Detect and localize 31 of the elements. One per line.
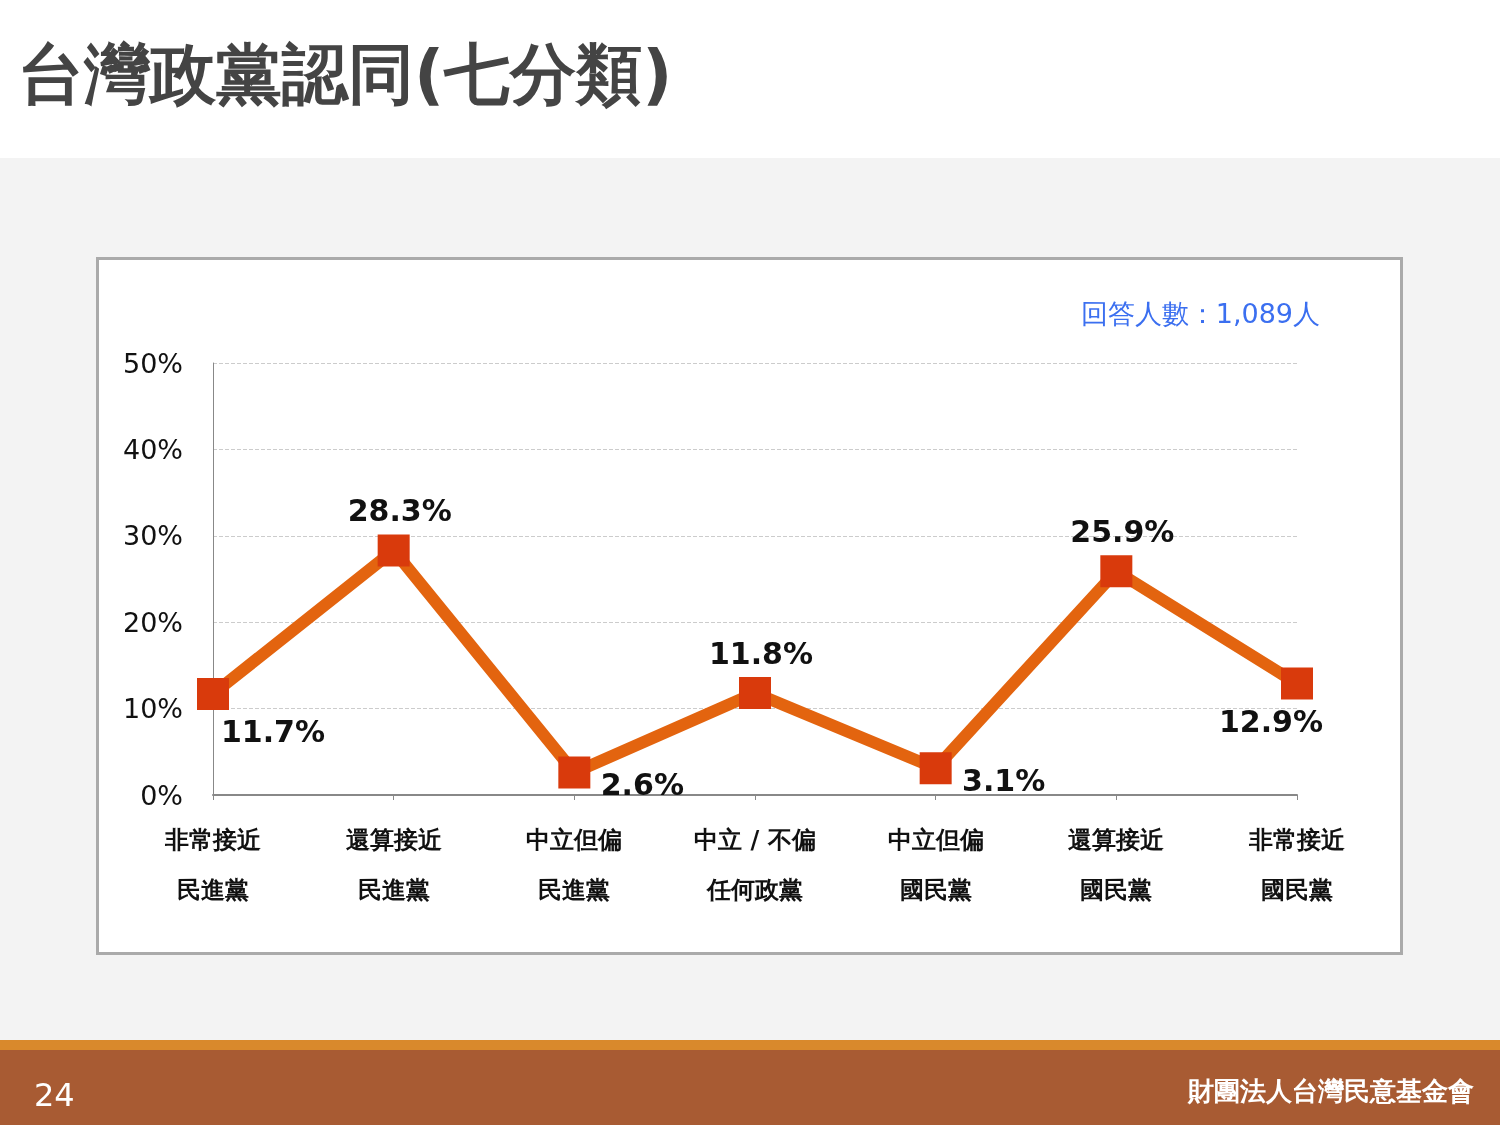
x-tick-label: 中立 / 不偏任何政黨: [694, 826, 816, 904]
data-label: 12.9%: [1218, 704, 1324, 740]
data-label: 3.1%: [962, 762, 1046, 798]
x-tick-label: 中立但偏民進黨: [526, 826, 623, 904]
text: 財團法人台灣民意基金會: [1188, 1075, 1474, 1108]
x-tick-label: 非常接近民進黨: [164, 826, 261, 904]
data-label: 25.9%: [1070, 513, 1175, 549]
x-tick-label: 非常接近國民黨: [1248, 826, 1345, 904]
text: 24: [34, 1076, 75, 1114]
x-tick-label: 還算接近國民黨: [1068, 826, 1165, 904]
point: [919, 752, 952, 785]
text: 回答人數：1,089人: [1080, 298, 1320, 329]
data-label: 11.8%: [708, 635, 814, 671]
y-tick-label: 10%: [122, 693, 183, 725]
y-tick-label: 40%: [122, 433, 183, 465]
data-label: 28.3%: [347, 492, 452, 528]
y-tick-label: 20%: [122, 606, 183, 638]
point: [1281, 667, 1313, 700]
x-tick-label: 中立但偏國民黨: [887, 826, 984, 904]
point: [197, 677, 229, 710]
chart-title: 台灣政黨認同(七分類): [18, 35, 673, 115]
y-tick-label: 0%: [140, 779, 183, 811]
point: [1100, 555, 1133, 588]
data-label: 11.7%: [220, 714, 326, 750]
y-tick-label: 30%: [122, 520, 183, 552]
point: [377, 534, 410, 567]
y-tick-label: 50%: [122, 347, 183, 379]
point: [558, 756, 591, 789]
data-label: 2.6%: [600, 767, 684, 803]
point: [739, 677, 771, 710]
x-tick-label: 還算接近民進黨: [345, 826, 442, 904]
